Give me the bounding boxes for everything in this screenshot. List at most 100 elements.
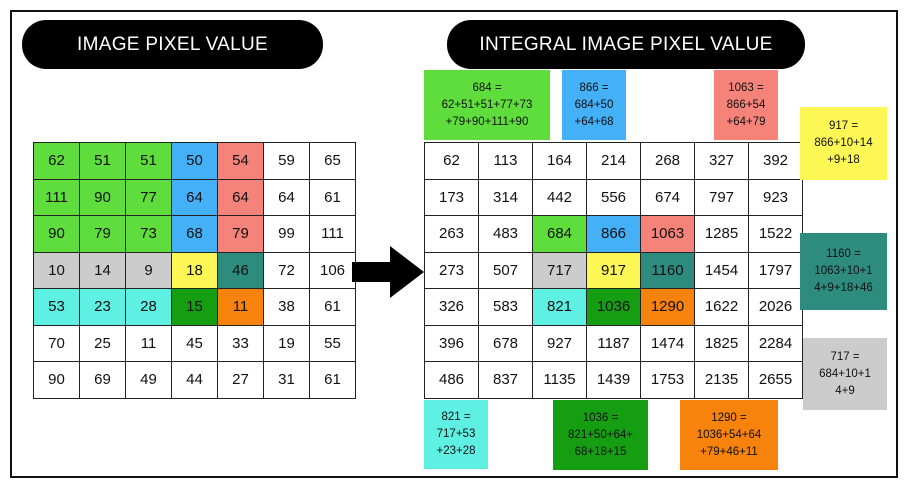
integral-cell-r7-c6: 2135 — [695, 362, 749, 399]
pixel-cell-r5-c2: 23 — [80, 289, 126, 326]
integral-cell-r6-c1: 396 — [425, 325, 479, 362]
integral-cell-r4-c6: 1454 — [695, 252, 749, 289]
integral-cell-r5-c1: 326 — [425, 289, 479, 326]
integral-image-grid: 62 113 164 214 268 327 392 173 314 442 556 674 797 92… — [424, 142, 803, 399]
note-1063: 1063 = 866+54 +64+79 — [714, 70, 778, 140]
pixel-cell-r6-c7: 55 — [310, 325, 356, 362]
pixel-cell-r1-c7: 65 — [310, 143, 356, 180]
integral-image-pixel-value-title: INTEGRAL IMAGE PIXEL VALUE — [447, 20, 805, 69]
integral-cell-r2-c3: 442 — [533, 179, 587, 216]
right-arrow-icon — [352, 246, 424, 298]
pixel-cell-r2-c4: 64 — [172, 179, 218, 216]
image-pixel-grid: 62 51 51 50 54 59 65 111 90 77 64 64 64 61 90 79 73 68 79 9… — [33, 142, 356, 399]
integral-cell-r1-c7: 392 — [749, 143, 803, 180]
integral-cell-r3-c6: 1285 — [695, 216, 749, 253]
integral-cell-r1-c2: 113 — [479, 143, 533, 180]
pixel-cell-r5-c1: 53 — [34, 289, 80, 326]
integral-cell-r1-c3: 164 — [533, 143, 587, 180]
integral-cell-r7-c1: 486 — [425, 362, 479, 399]
pixel-cell-r3-c7: 111 — [310, 216, 356, 253]
pixel-cell-r6-c5: 33 — [218, 325, 264, 362]
integral-cell-r5-c5: 1290 — [641, 289, 695, 326]
integral-cell-r3-c2: 483 — [479, 216, 533, 253]
integral-cell-r4-c1: 273 — [425, 252, 479, 289]
integral-cell-r1-c6: 327 — [695, 143, 749, 180]
integral-cell-r7-c3: 1135 — [533, 362, 587, 399]
image-pixel-value-title: IMAGE PIXEL VALUE — [22, 20, 323, 69]
pixel-cell-r1-c4: 50 — [172, 143, 218, 180]
pixel-cell-r5-c5: 11 — [218, 289, 264, 326]
pixel-cell-r3-c5: 79 — [218, 216, 264, 253]
pixel-cell-r2-c3: 77 — [126, 179, 172, 216]
pixel-cell-r7-c2: 69 — [80, 362, 126, 399]
pixel-cell-r7-c7: 61 — [310, 362, 356, 399]
pixel-cell-r1-c3: 51 — [126, 143, 172, 180]
pixel-cell-r4-c4: 18 — [172, 252, 218, 289]
note-717: 717 = 684+10+1 4+9 — [803, 338, 887, 410]
note-1160: 1160 = 1063+10+1 4+9+18+46 — [800, 233, 887, 310]
pixel-cell-r7-c5: 27 — [218, 362, 264, 399]
integral-cell-r7-c4: 1439 — [587, 362, 641, 399]
integral-cell-r3-c1: 263 — [425, 216, 479, 253]
pixel-cell-r2-c7: 61 — [310, 179, 356, 216]
pixel-cell-r3-c1: 90 — [34, 216, 80, 253]
integral-cell-r2-c6: 797 — [695, 179, 749, 216]
pixel-cell-r7-c1: 90 — [34, 362, 80, 399]
pixel-cell-r3-c6: 99 — [264, 216, 310, 253]
integral-cell-r6-c7: 2284 — [749, 325, 803, 362]
integral-cell-r7-c5: 1753 — [641, 362, 695, 399]
note-1036: 1036 = 821+50+64+ 68+18+15 — [553, 400, 648, 470]
integral-cell-r4-c7: 1797 — [749, 252, 803, 289]
integral-cell-r6-c3: 927 — [533, 325, 587, 362]
note-917: 917 = 866+10+14 +9+18 — [800, 107, 887, 180]
integral-cell-r5-c3: 821 — [533, 289, 587, 326]
integral-cell-r1-c4: 214 — [587, 143, 641, 180]
integral-cell-r6-c5: 1474 — [641, 325, 695, 362]
pixel-cell-r4-c2: 14 — [80, 252, 126, 289]
pixel-cell-r7-c3: 49 — [126, 362, 172, 399]
integral-cell-r6-c2: 678 — [479, 325, 533, 362]
pixel-cell-r7-c6: 31 — [264, 362, 310, 399]
pixel-cell-r2-c5: 64 — [218, 179, 264, 216]
integral-cell-r4-c5: 1160 — [641, 252, 695, 289]
integral-cell-r3-c4: 866 — [587, 216, 641, 253]
note-821: 821 = 717+53 +23+28 — [424, 400, 488, 469]
integral-cell-r1-c5: 268 — [641, 143, 695, 180]
integral-cell-r3-c3: 684 — [533, 216, 587, 253]
pixel-cell-r5-c6: 38 — [264, 289, 310, 326]
integral-cell-r5-c7: 2026 — [749, 289, 803, 326]
integral-cell-r5-c2: 583 — [479, 289, 533, 326]
integral-cell-r5-c4: 1036 — [587, 289, 641, 326]
integral-cell-r4-c4: 917 — [587, 252, 641, 289]
pixel-cell-r2-c2: 90 — [80, 179, 126, 216]
note-866: 866 = 684+50 +64+68 — [562, 70, 626, 140]
pixel-cell-r5-c3: 28 — [126, 289, 172, 326]
integral-cell-r4-c2: 507 — [479, 252, 533, 289]
note-1290: 1290 = 1036+54+64 +79+46+11 — [680, 400, 778, 470]
pixel-cell-r6-c3: 11 — [126, 325, 172, 362]
integral-cell-r7-c2: 837 — [479, 362, 533, 399]
pixel-cell-r4-c6: 72 — [264, 252, 310, 289]
integral-cell-r3-c5: 1063 — [641, 216, 695, 253]
pixel-cell-r2-c1: 111 — [34, 179, 80, 216]
pixel-cell-r6-c6: 19 — [264, 325, 310, 362]
pixel-cell-r1-c6: 59 — [264, 143, 310, 180]
integral-cell-r6-c6: 1825 — [695, 325, 749, 362]
pixel-cell-r2-c6: 64 — [264, 179, 310, 216]
pixel-cell-r7-c4: 44 — [172, 362, 218, 399]
pixel-cell-r3-c3: 73 — [126, 216, 172, 253]
pixel-cell-r1-c2: 51 — [80, 143, 126, 180]
pixel-cell-r4-c7: 106 — [310, 252, 356, 289]
note-684: 684 = 62+51+51+77+73 +79+90+111+90 — [424, 70, 550, 140]
pixel-cell-r6-c2: 25 — [80, 325, 126, 362]
pixel-cell-r3-c2: 79 — [80, 216, 126, 253]
integral-cell-r2-c4: 556 — [587, 179, 641, 216]
integral-cell-r2-c7: 923 — [749, 179, 803, 216]
pixel-cell-r6-c4: 45 — [172, 325, 218, 362]
integral-cell-r2-c1: 173 — [425, 179, 479, 216]
integral-cell-r6-c4: 1187 — [587, 325, 641, 362]
integral-cell-r4-c3: 717 — [533, 252, 587, 289]
pixel-cell-r4-c5: 46 — [218, 252, 264, 289]
integral-cell-r3-c7: 1522 — [749, 216, 803, 253]
pixel-cell-r4-c3: 9 — [126, 252, 172, 289]
